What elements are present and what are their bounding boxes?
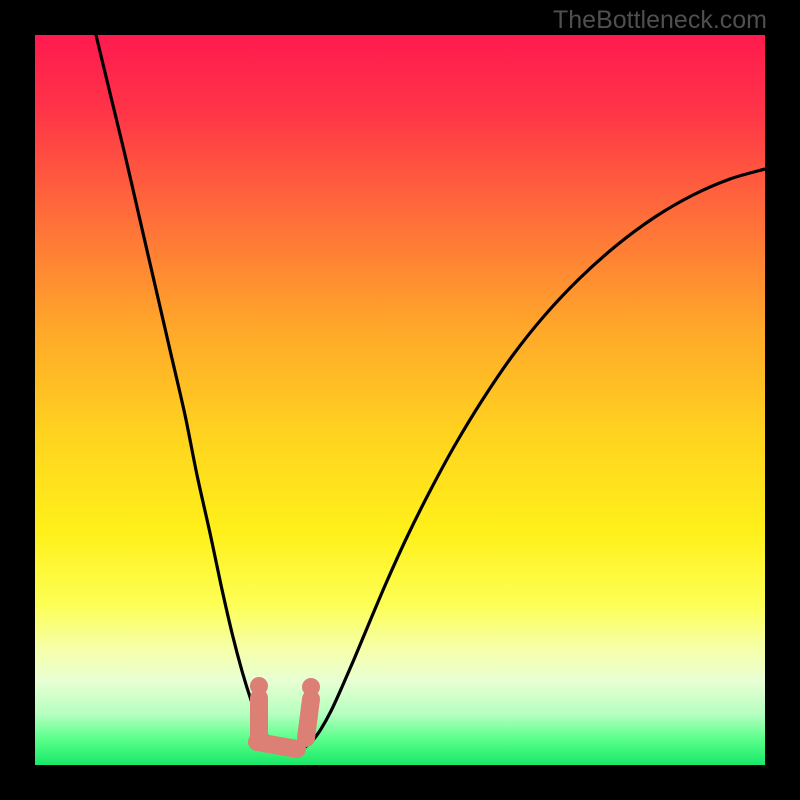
chart-svg xyxy=(35,35,765,765)
marker-bar xyxy=(257,742,297,749)
marker-bar xyxy=(306,699,311,738)
plot-area xyxy=(35,35,765,765)
marker-group xyxy=(250,677,320,749)
watermark-text: TheBottleneck.com xyxy=(553,6,767,35)
bottleneck-curve xyxy=(96,35,765,751)
